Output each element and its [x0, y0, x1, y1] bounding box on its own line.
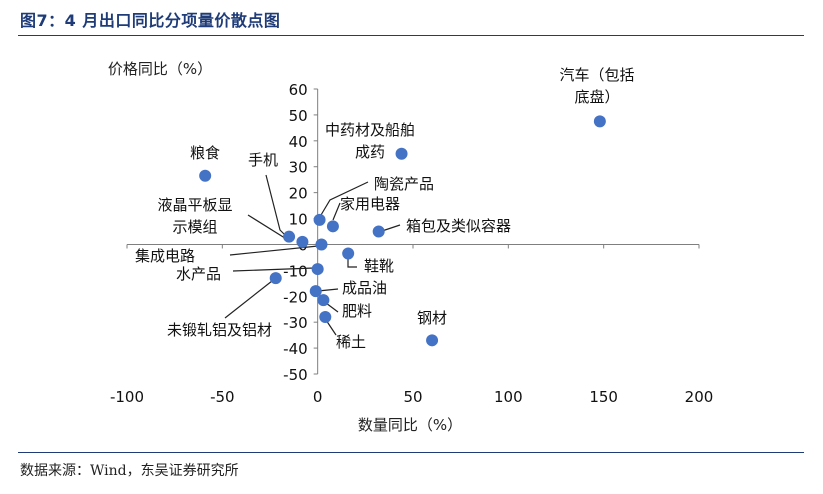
scatter-point: [372, 225, 385, 238]
label-leader-line: [332, 202, 341, 221]
figure-title: 图7：4 月出口同比分项量价散点图: [20, 11, 281, 30]
y-tick-label: 50: [289, 107, 308, 125]
point-label: 集成电路: [135, 247, 195, 265]
point-label: 汽车（包括底盘）: [559, 66, 634, 106]
data-source-note: 数据来源：Wind，东吴证券研究所: [20, 463, 239, 479]
label-leader-line: [224, 280, 273, 319]
point-label: 家用电器: [340, 195, 400, 213]
label-leaders: [224, 174, 401, 336]
scatter-point: [593, 115, 606, 128]
axes: -50-40-30-20-100102030405060-100-5005010…: [110, 81, 713, 406]
y-tick-label: 40: [289, 133, 308, 151]
point-label: 箱包及类似容器: [406, 217, 511, 235]
label-leader-line: [247, 214, 289, 241]
point-label: 陶瓷产品: [374, 175, 434, 193]
scatter-point: [309, 285, 322, 298]
x-tick-label: 0: [313, 388, 323, 406]
point-label: 中药材及船舶成药: [325, 121, 415, 161]
y-tick-label: 30: [289, 159, 308, 177]
label-leader-line: [381, 224, 401, 232]
x-tick-label: -100: [110, 388, 144, 406]
y-tick-label: -10: [283, 262, 308, 280]
x-tick-label: 100: [494, 388, 523, 406]
scatter-point: [313, 213, 326, 226]
scatter-point: [283, 230, 296, 243]
scatter-point: [296, 235, 309, 248]
point-label: 粮食: [190, 144, 220, 162]
scatter-point: [317, 294, 330, 307]
scatter-point: [319, 311, 332, 323]
point-label: 稀土: [336, 333, 366, 351]
y-tick-label: -20: [283, 288, 308, 306]
scatter-point: [326, 220, 339, 233]
point-label: 水产品: [176, 265, 221, 283]
y-tick-label: -50: [283, 366, 308, 384]
scatter-point: [311, 263, 324, 276]
x-tick-label: 150: [589, 388, 618, 406]
label-leader-line: [232, 267, 315, 272]
point-label: 未锻轧铝及铝材: [167, 321, 272, 339]
y-tick-label: -30: [283, 314, 308, 332]
label-leader-line: [320, 181, 369, 216]
y-tick-label: 20: [289, 185, 308, 203]
x-tick-label: 200: [685, 388, 714, 406]
point-label: 鞋靴: [364, 257, 394, 275]
x-tick-label: 50: [403, 388, 422, 406]
footer-rule: [18, 452, 804, 453]
point-label: 钢材: [417, 309, 447, 327]
y-axis-label: 价格同比（%）: [108, 60, 212, 78]
y-tick-label: 10: [289, 211, 308, 229]
title-rule: [18, 35, 804, 36]
y-tick-label: 60: [289, 81, 308, 99]
point-label: 液晶平板显示模组: [157, 196, 232, 236]
point-label: 成品油: [342, 279, 387, 297]
point-label: 肥料: [342, 302, 372, 320]
x-axis-label: 数量同比（%）: [358, 416, 462, 434]
scatter-point: [426, 334, 439, 347]
scatter-point: [269, 272, 282, 285]
scatter-point: [315, 238, 328, 251]
data-points: [199, 115, 606, 347]
scatter-point: [199, 169, 212, 182]
x-tick-label: -50: [210, 388, 235, 406]
y-tick-label: -40: [283, 340, 308, 358]
scatter-point: [395, 147, 408, 160]
scatter-point: [342, 247, 355, 260]
point-label: 手机: [248, 151, 278, 169]
